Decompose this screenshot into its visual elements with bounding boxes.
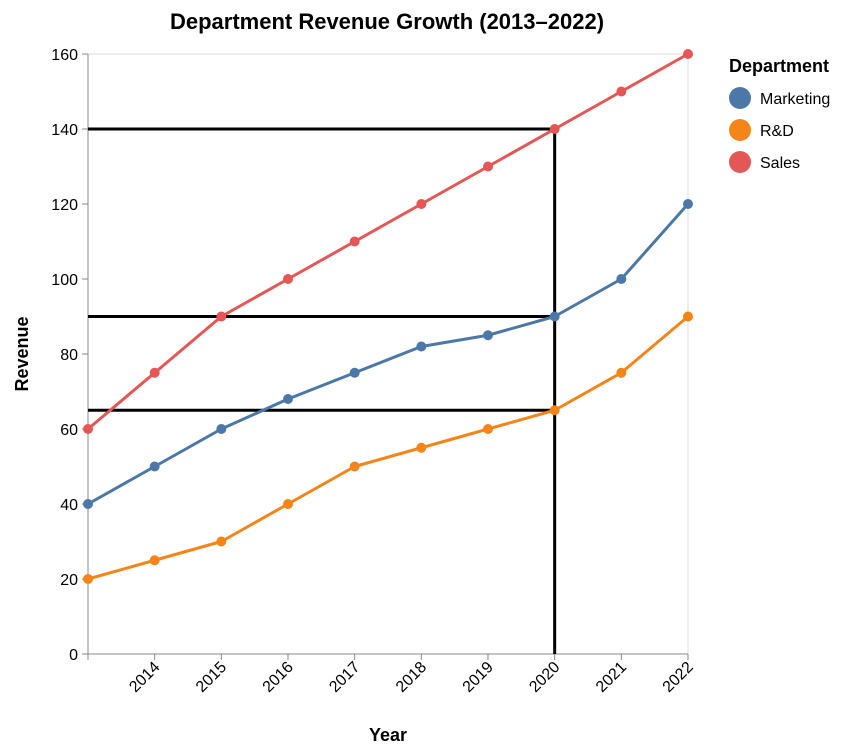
y-tick-label: 120	[51, 197, 78, 214]
series-line-rd	[86, 315, 690, 581]
data-point-marketing	[349, 367, 360, 378]
data-point-marketing	[483, 330, 493, 341]
data-point-rd	[616, 367, 627, 378]
y-axis-title: Revenue	[12, 316, 32, 391]
data-point-sales	[149, 367, 160, 378]
data-point-sales	[416, 199, 427, 209]
data-point-sales	[83, 424, 93, 434]
y-tick-label: 20	[60, 572, 78, 589]
series-line-marketing	[86, 202, 690, 506]
data-point-sales	[283, 274, 293, 284]
data-point-sales	[683, 49, 693, 59]
x-tick-label: 2015	[193, 659, 230, 696]
data-point-marketing	[683, 199, 693, 209]
data-point-rd	[483, 424, 493, 434]
data-point-rd	[216, 536, 227, 547]
data-point-sales	[549, 124, 560, 134]
legend-label-rd: R&D	[760, 123, 794, 140]
legend-label-marketing: Marketing	[760, 91, 830, 108]
data-point-marketing	[283, 394, 293, 404]
data-point-rd	[549, 405, 560, 416]
x-tick-label: 2014	[126, 659, 163, 696]
y-tick-label: 0	[69, 647, 78, 664]
legend-swatch-marketing	[729, 87, 751, 109]
x-tick-label: 2019	[460, 659, 497, 696]
chart-title: Department Revenue Growth (2013–2022)	[170, 9, 604, 34]
legend: Department Marketing R&D Sales	[729, 56, 830, 173]
data-point-rd	[149, 555, 160, 566]
y-tick-label: 40	[60, 497, 78, 514]
x-tick-label: 2022	[660, 659, 697, 696]
data-point-sales	[216, 311, 227, 322]
data-point-rd	[283, 499, 293, 509]
plot-area: 0 20 40 60 80 100 120 140 160 2014 2015 2016 2017 201…	[51, 47, 697, 696]
series-line-sales	[86, 52, 690, 431]
data-point-sales	[616, 86, 627, 97]
x-tick-label: 2021	[593, 659, 630, 696]
data-point-marketing	[416, 341, 427, 352]
data-point-marketing	[149, 461, 160, 472]
data-point-marketing	[216, 424, 227, 434]
y-tick-label: 80	[60, 347, 78, 364]
legend-swatch-sales	[729, 151, 751, 173]
data-point-marketing	[549, 311, 560, 322]
x-tick-label: 2018	[393, 659, 430, 696]
legend-title: Department	[729, 56, 829, 76]
y-tick-label: 140	[51, 122, 78, 139]
data-point-rd	[416, 442, 427, 453]
x-tick-label: 2020	[526, 659, 563, 696]
y-tick-label: 160	[51, 47, 78, 64]
data-point-sales	[483, 161, 493, 172]
data-point-sales	[349, 236, 360, 247]
data-point-rd	[83, 574, 93, 584]
x-tick-label: 2016	[260, 659, 297, 696]
y-tick-label: 60	[60, 422, 78, 439]
data-point-marketing	[83, 499, 93, 509]
y-tick-label: 100	[51, 272, 78, 289]
data-point-rd	[349, 461, 360, 472]
x-tick-label: 2017	[326, 659, 363, 696]
legend-label-sales: Sales	[760, 155, 800, 172]
legend-swatch-rd	[729, 119, 751, 141]
data-point-marketing	[616, 274, 627, 284]
data-point-rd	[683, 311, 693, 322]
x-axis-title: Year	[369, 725, 407, 745]
